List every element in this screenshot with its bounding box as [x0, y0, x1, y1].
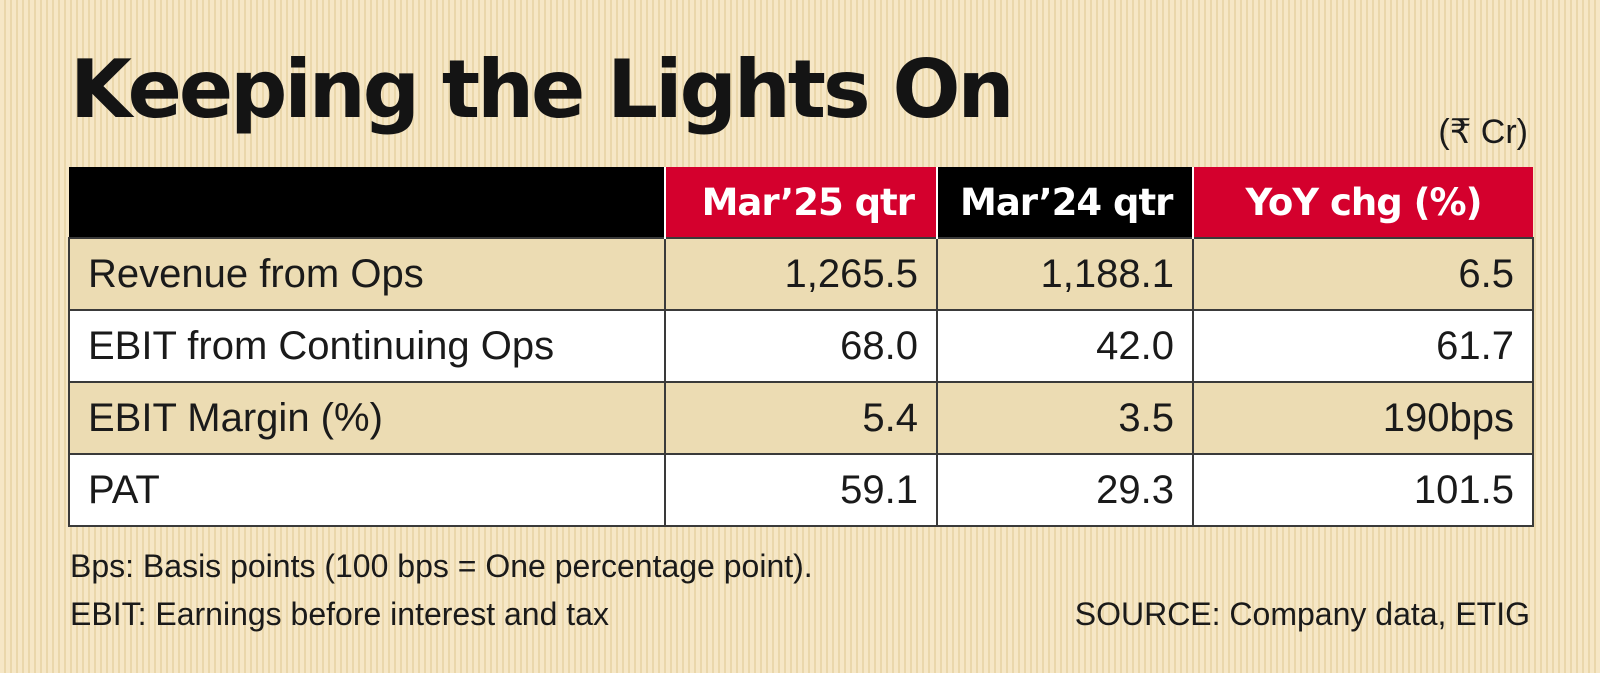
cell-mar24: 1,188.1: [936, 237, 1194, 311]
column-header-mar25: Mar’25 qtr: [664, 167, 937, 238]
row-label: EBIT from Continuing Ops: [68, 309, 666, 383]
cell-mar24: 29.3: [936, 453, 1194, 527]
cell-mar25: 5.4: [664, 381, 938, 455]
header-blank-cell: [69, 167, 665, 238]
row-label: Revenue from Ops: [68, 237, 666, 311]
source-note: SOURCE: Company data, ETIG: [1074, 596, 1530, 632]
footnote-bps: Bps: Basis points (100 bps = One percent…: [70, 548, 813, 584]
cell-yoy: 101.5: [1192, 453, 1534, 527]
table-row: Revenue from Ops 1,265.5 1,188.1 6.5: [68, 237, 1534, 311]
cell-yoy: 61.7: [1192, 309, 1534, 383]
data-table: Mar’25 qtr Mar’24 qtr YoY chg (%) Revenu…: [68, 167, 1534, 527]
cell-mar25: 1,265.5: [664, 237, 938, 311]
cell-yoy: 6.5: [1192, 237, 1534, 311]
cell-yoy: 190bps: [1192, 381, 1534, 455]
header-row: Mar’25 qtr Mar’24 qtr YoY chg (%): [69, 167, 1533, 238]
footnote-ebit: EBIT: Earnings before interest and tax: [70, 596, 609, 632]
table-row: PAT 59.1 29.3 101.5: [68, 453, 1534, 527]
unit-label: (₹ Cr): [1438, 113, 1528, 151]
cell-mar24: 42.0: [936, 309, 1194, 383]
table-row: EBIT Margin (%) 5.4 3.5 190bps: [68, 381, 1534, 455]
cell-mar25: 59.1: [664, 453, 938, 527]
cell-mar25: 68.0: [664, 309, 938, 383]
column-header-mar24: Mar’24 qtr: [936, 167, 1193, 238]
chart-title: Keeping the Lights On: [70, 43, 1014, 136]
row-label: EBIT Margin (%): [68, 381, 666, 455]
cell-mar24: 3.5: [936, 381, 1194, 455]
column-header-yoy: YoY chg (%): [1192, 167, 1533, 238]
row-label: PAT: [68, 453, 666, 527]
table-row: EBIT from Continuing Ops 68.0 42.0 61.7: [68, 309, 1534, 383]
